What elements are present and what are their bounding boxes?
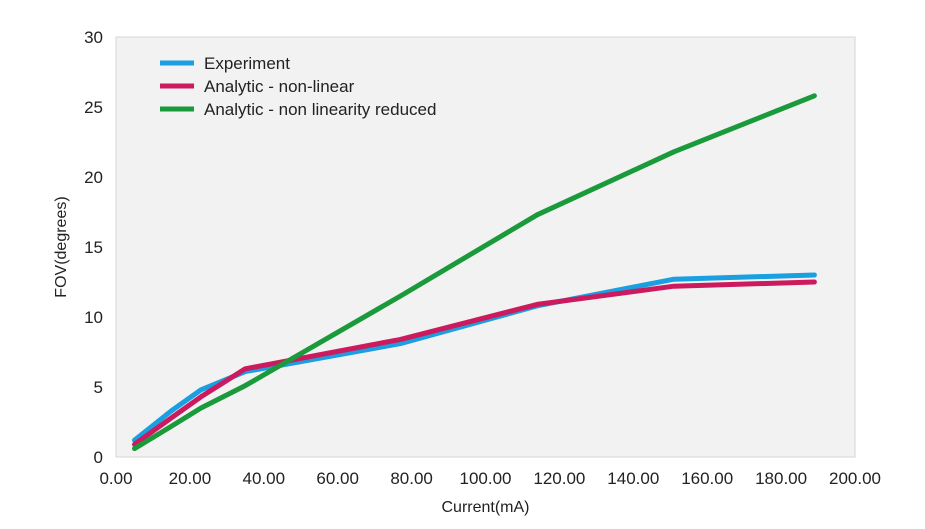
y-tick-label: 20 bbox=[84, 168, 103, 187]
x-tick-label: 180.00 bbox=[755, 469, 807, 488]
y-tick-label: 10 bbox=[84, 308, 103, 327]
y-axis-title: FOV(degrees) bbox=[53, 196, 70, 297]
x-tick-label: 200.00 bbox=[829, 469, 881, 488]
y-axis: 0 5 10 15 20 25 30 bbox=[84, 28, 103, 467]
x-axis: 0.00 20.00 40.00 60.00 80.00 100.00 120.00 140.… bbox=[99, 469, 881, 488]
legend-label: Experiment bbox=[204, 54, 290, 73]
legend: Experiment Analytic - non-linear Analytic … bbox=[160, 54, 436, 119]
y-tick-label: 30 bbox=[84, 28, 103, 47]
legend-label: Analytic - non linearity reduced bbox=[204, 100, 436, 119]
x-tick-label: 160.00 bbox=[681, 469, 733, 488]
x-tick-label: 20.00 bbox=[169, 469, 212, 488]
x-tick-label: 100.00 bbox=[460, 469, 512, 488]
x-tick-label: 140.00 bbox=[607, 469, 659, 488]
legend-label: Analytic - non-linear bbox=[204, 77, 355, 96]
x-tick-label: 0.00 bbox=[99, 469, 132, 488]
x-tick-label: 40.00 bbox=[243, 469, 286, 488]
y-tick-label: 25 bbox=[84, 98, 103, 117]
series-line-2 bbox=[132, 279, 817, 447]
y-tick-label: 0 bbox=[94, 448, 103, 467]
series-line-3 bbox=[132, 93, 817, 452]
series-layer bbox=[132, 93, 817, 452]
y-tick-label: 15 bbox=[84, 238, 103, 257]
x-tick-label: 80.00 bbox=[390, 469, 433, 488]
x-axis-title: Current(mA) bbox=[441, 499, 529, 516]
series-line-1 bbox=[132, 272, 817, 443]
y-tick-label: 5 bbox=[94, 378, 103, 397]
x-tick-label: 120.00 bbox=[533, 469, 585, 488]
x-tick-label: 60.00 bbox=[316, 469, 359, 488]
